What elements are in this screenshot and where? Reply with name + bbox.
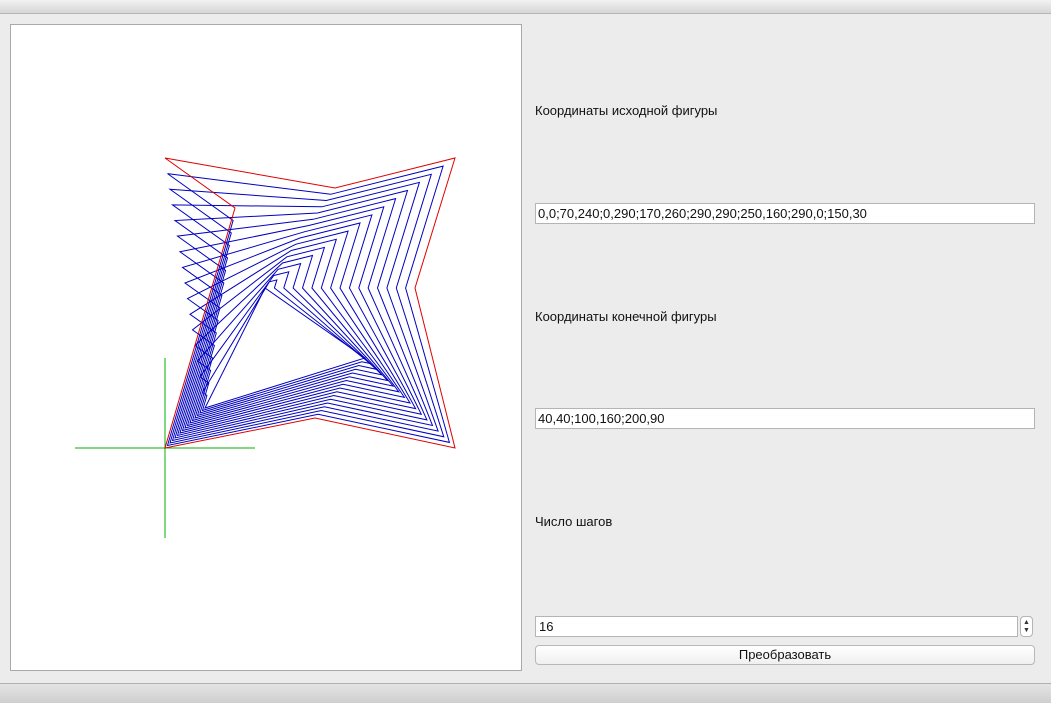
steps-label: Число шагов [535, 514, 613, 529]
morph-plot [75, 157, 456, 538]
source-coords-input[interactable] [535, 203, 1035, 224]
intermediate-shape [201, 279, 371, 412]
target-coords-label: Координаты конечной фигуры [535, 309, 717, 324]
source-shape [164, 157, 456, 449]
intermediate-shape [176, 197, 428, 437]
steps-spinbox[interactable] [535, 616, 1018, 637]
intermediate-shape [166, 165, 451, 447]
target-coords-input[interactable] [535, 408, 1035, 429]
chevron-down-icon[interactable]: ▼ [1023, 626, 1030, 634]
intermediate-shape [181, 214, 417, 432]
status-bar [0, 683, 1051, 703]
intermediate-shape [168, 173, 445, 444]
intermediate-shape [178, 206, 423, 434]
intermediate-shape [173, 189, 434, 439]
chevron-up-icon[interactable]: ▲ [1023, 618, 1030, 626]
transform-button[interactable]: Преобразовать [535, 645, 1035, 665]
source-coords-label: Координаты исходной фигуры [535, 103, 718, 118]
window-title-bar [0, 0, 1051, 14]
drawing-canvas [10, 24, 522, 671]
intermediate-shape [204, 287, 367, 409]
steps-stepper[interactable]: ▲ ▼ [1020, 616, 1033, 637]
intermediate-shape [170, 181, 439, 442]
